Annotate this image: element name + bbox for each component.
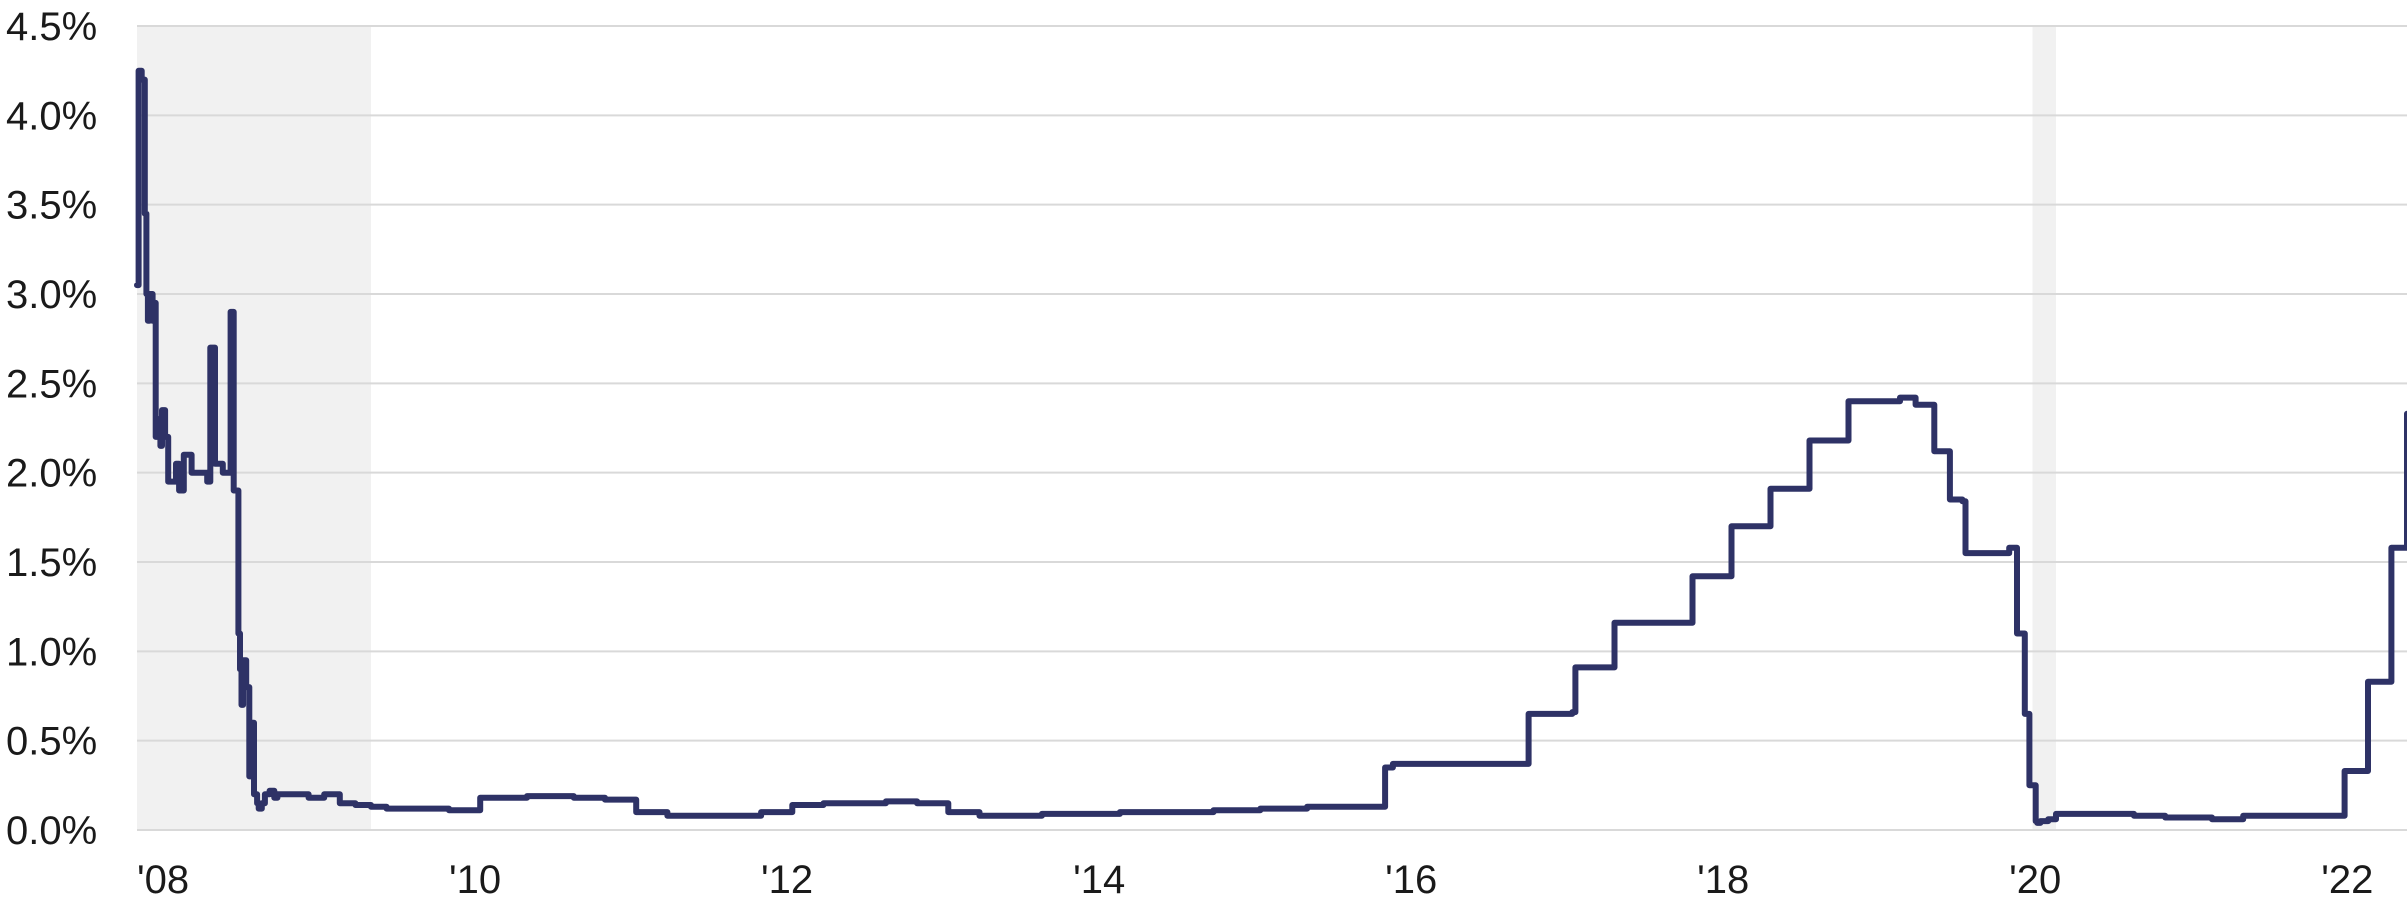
- y-tick-label: 2.5%: [6, 362, 97, 406]
- x-tick-label: '20: [2009, 858, 2061, 900]
- y-gridlines: [137, 25, 2407, 831]
- y-tick-label: 0.0%: [6, 809, 97, 853]
- y-tick-label: 4.5%: [6, 5, 97, 49]
- x-tick-label: '18: [1697, 858, 1749, 900]
- y-axis-tick-labels: 0.0% 0.5% 1.0% 1.5% 2.0% 2.5% 3.0% 3.5% 4.0% 4.5%: [6, 5, 97, 853]
- x-tick-label: '16: [1385, 858, 1437, 900]
- series-layer: [134, 67, 2407, 826]
- recession-band-0: [137, 26, 372, 830]
- x-axis-tick-labels: '08 '10 '12 '14 '16 '18 '20 '22: [137, 858, 2373, 900]
- x-tick-label: '10: [449, 858, 501, 900]
- y-tick-label: 2.0%: [6, 452, 97, 496]
- x-tick-label: '08: [137, 858, 189, 900]
- y-tick-label: 1.0%: [6, 630, 97, 674]
- x-tick-label: '22: [2321, 858, 2373, 900]
- y-tick-label: 3.0%: [6, 273, 97, 317]
- x-tick-label: '12: [761, 858, 813, 900]
- recession-band-1: [2032, 26, 2056, 830]
- y-tick-label: 4.0%: [6, 94, 97, 138]
- y-tick-label: 0.5%: [6, 720, 97, 764]
- y-tick-label: 3.5%: [6, 184, 97, 228]
- y-tick-label: 1.5%: [6, 541, 97, 585]
- recession-bands: [137, 26, 2056, 830]
- series-line-0: [134, 67, 2407, 826]
- x-tick-label: '14: [1073, 858, 1125, 900]
